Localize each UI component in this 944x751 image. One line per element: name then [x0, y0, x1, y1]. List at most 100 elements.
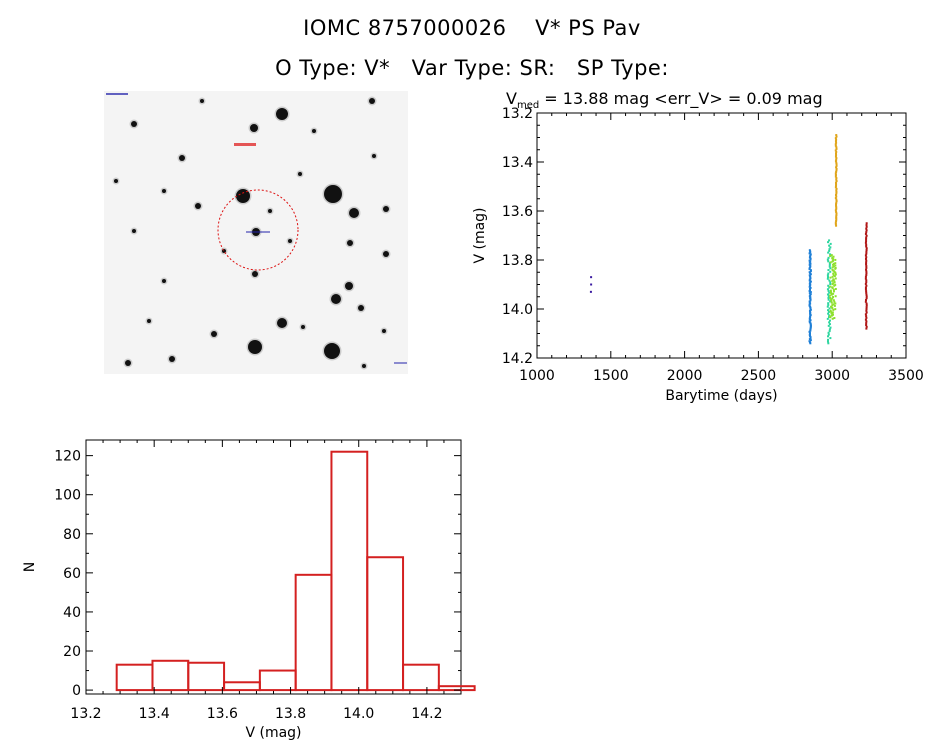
data-point-series-3	[834, 271, 837, 274]
data-point-series-4	[835, 218, 838, 221]
data-point-series-4	[835, 161, 838, 164]
data-point-series-3	[831, 275, 834, 278]
data-point-series-1	[809, 265, 812, 268]
data-point-series-2	[827, 331, 830, 334]
y-tick-label: 13.2	[502, 106, 533, 122]
data-point-series-3	[831, 304, 834, 307]
histogram-bar	[294, 573, 333, 692]
data-point-series-1	[809, 315, 812, 318]
chart-title-line-1: IOMC 8757000026 V* PS Pav	[303, 16, 641, 40]
data-point-series-2	[829, 300, 832, 303]
data-point-series-3	[832, 292, 835, 295]
data-point-series-3	[829, 254, 832, 257]
data-point-series-1	[808, 338, 811, 341]
data-point-series-3	[833, 281, 836, 284]
data-point-series-1	[809, 258, 812, 261]
data-point-series-1	[808, 301, 811, 304]
data-point-series-3	[833, 304, 836, 307]
data-point-series-2	[827, 298, 830, 301]
data-point-series-4	[835, 212, 838, 215]
data-point-series-1	[808, 271, 811, 274]
data-point-series-2	[827, 316, 830, 319]
data-point-series-4	[834, 155, 837, 158]
data-point-series-5	[865, 320, 868, 323]
data-point-series-1	[809, 311, 812, 314]
data-point-series-1	[808, 284, 811, 287]
data-point-series-2	[826, 335, 829, 338]
chart-title-line-2: O Type: V* Var Type: SR: SP Type:	[275, 56, 669, 80]
data-point-series-4	[835, 217, 838, 220]
data-point-series-5	[865, 234, 868, 237]
data-point-series-1	[808, 330, 811, 333]
data-point-series-5	[865, 249, 868, 252]
data-point-series-1	[809, 299, 812, 302]
data-point-series-1	[809, 281, 812, 284]
data-point-series-3	[834, 273, 837, 276]
data-point-series-1	[809, 277, 812, 280]
x-tick-label: 1000	[519, 368, 555, 384]
data-point-series-2	[827, 276, 830, 279]
data-point-series-1	[809, 328, 812, 331]
x-tick-label: 3000	[814, 368, 850, 384]
data-point-series-1	[809, 296, 812, 299]
data-point-series-2	[828, 265, 831, 268]
data-point-series-4	[835, 195, 838, 198]
data-point-series-1	[809, 257, 812, 260]
data-point-series-1	[809, 254, 812, 257]
data-point-series-4	[834, 193, 837, 196]
data-point-series-2	[827, 338, 830, 341]
data-point-series-5	[865, 247, 868, 250]
data-point-series-4	[834, 172, 837, 175]
light-curve-chart: Vmed = 13.88 mag <err_V> = 0.09 mag 1000 1…	[470, 86, 930, 420]
star	[252, 271, 258, 277]
data-point-series-3	[831, 317, 834, 320]
data-point-series-2	[827, 324, 830, 327]
data-point-series-3	[830, 298, 833, 301]
data-point-series-3	[829, 261, 832, 264]
data-point-series-1	[809, 255, 812, 258]
star	[349, 208, 359, 218]
data-point-series-1	[809, 337, 812, 340]
data-point-series-2	[826, 274, 829, 277]
histogram-bar	[437, 685, 476, 692]
data-point-series-1	[808, 289, 811, 292]
data-point-series-2	[827, 295, 830, 298]
data-point-series-1	[809, 313, 812, 316]
data-point-series-4	[835, 201, 838, 204]
data-point-series-1	[808, 261, 811, 264]
data-point-series-4	[835, 180, 838, 183]
data-point-series-4	[835, 146, 838, 149]
data-point-series-1	[809, 273, 812, 276]
data-point-series-4	[835, 169, 838, 172]
data-point-series-4	[835, 166, 838, 169]
data-point-series-4	[834, 140, 837, 143]
x-tick-label: 13.4	[139, 706, 170, 722]
data-point-series-0	[590, 276, 593, 279]
data-point-series-2	[827, 284, 830, 287]
data-point-series-1	[809, 302, 812, 305]
data-point-series-4	[835, 141, 838, 144]
data-point-series-5	[865, 270, 868, 273]
data-point-series-3	[830, 300, 833, 303]
data-point-series-2	[827, 289, 830, 292]
y-tick-label: 120	[54, 449, 81, 465]
data-point-series-2	[827, 342, 830, 345]
data-point-series-3	[832, 288, 835, 291]
data-point-series-2	[826, 277, 829, 280]
x-tick-label: 14.2	[411, 706, 442, 722]
y-tick-label: 20	[63, 644, 81, 660]
data-point-series-1	[808, 252, 811, 255]
data-point-series-2	[828, 286, 831, 289]
star	[162, 279, 166, 283]
data-point-series-1	[808, 303, 811, 306]
data-point-series-4	[834, 186, 837, 189]
data-point-series-5	[865, 243, 868, 246]
data-point-series-5	[865, 316, 868, 319]
data-point-series-5	[865, 265, 868, 268]
data-point-series-2	[829, 337, 832, 340]
sky-corner-mark	[106, 93, 128, 95]
data-point-series-5	[864, 275, 867, 278]
data-point-series-4	[835, 170, 838, 173]
star	[132, 229, 136, 233]
data-point-series-3	[830, 254, 833, 257]
